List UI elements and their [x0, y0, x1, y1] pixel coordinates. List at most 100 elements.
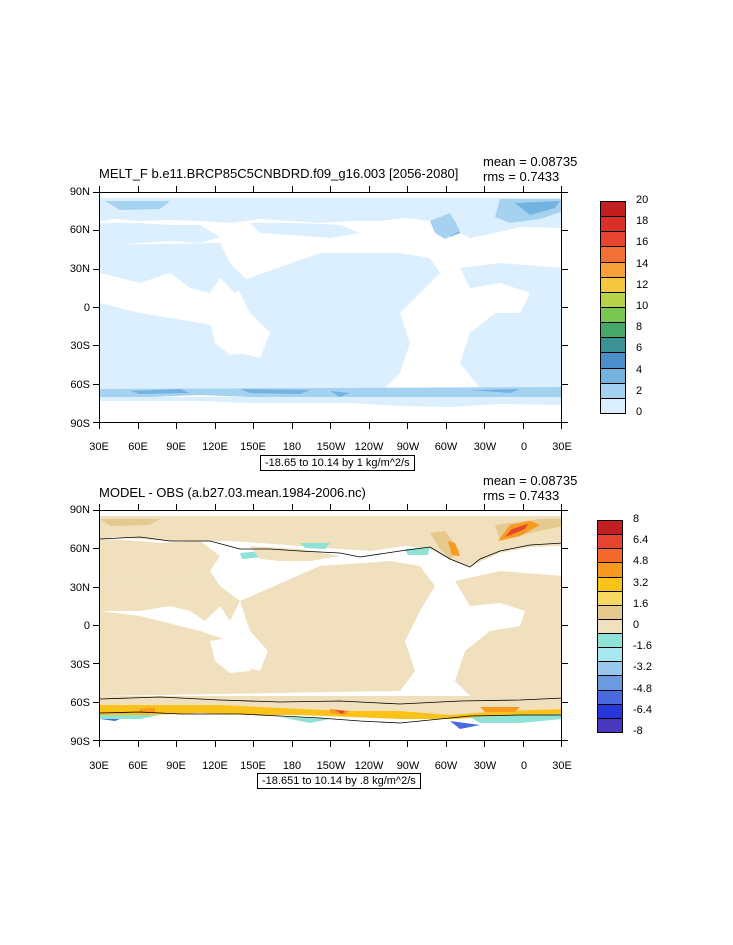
axis-tick: [330, 186, 331, 192]
arctic-ice-mid: [105, 199, 561, 223]
contour-line: [100, 536, 561, 568]
axis-tick: [99, 741, 100, 747]
lat-label: 90S: [70, 736, 90, 748]
axis-tick: [445, 504, 447, 510]
colorbar-cell: [597, 647, 623, 663]
axis-tick: [93, 740, 99, 741]
lon-label: 150W: [316, 760, 346, 772]
map-svg: [100, 193, 561, 422]
map-plot: [99, 192, 562, 423]
colorbar-label: -1.6: [633, 640, 652, 653]
axis-tick: [368, 423, 370, 429]
lat-label: 60N: [69, 543, 90, 555]
axis-tick: [562, 586, 568, 588]
map-svg: [100, 511, 561, 740]
axis-tick: [291, 186, 293, 192]
colorbar-cell: [600, 382, 626, 399]
rms-stat: rms = 0.7433: [483, 169, 560, 184]
axis-tick: [407, 504, 408, 510]
colorbar-cell: [597, 534, 623, 550]
lon-label: 120E: [202, 760, 228, 772]
antarctic-diff-cyan: [100, 714, 561, 723]
colorbar-label: 6: [636, 342, 643, 355]
colorbar-cell: [600, 276, 626, 293]
axis-tick: [562, 701, 568, 703]
axis-tick: [253, 504, 254, 510]
colorbar-cell: [597, 562, 623, 578]
axis-tick: [445, 741, 447, 747]
colorbar-label: 12: [636, 278, 649, 291]
lat-label: 90S: [70, 418, 90, 430]
lon-label: 180: [282, 760, 302, 772]
lat-label: 30S: [70, 340, 90, 352]
lon-label: 150W: [316, 441, 346, 453]
range-label: -18.651 to 10.14 by .8 kg/m^2/s: [257, 773, 421, 789]
axis-tick: [330, 504, 331, 510]
colorbar-label: -6.4: [633, 703, 652, 716]
arctic-diff-orange: [100, 519, 561, 559]
axis-tick: [214, 423, 216, 429]
rms-stat: rms = 0.7433: [483, 488, 560, 503]
axis-tick: [484, 504, 485, 510]
axis-tick: [368, 741, 370, 747]
axis-tick: [214, 504, 216, 510]
axis-tick: [522, 186, 524, 192]
lat-label: 30S: [70, 659, 90, 671]
axis-tick: [93, 230, 99, 232]
antarctic-ice-dark: [130, 389, 520, 401]
axis-tick: [99, 504, 100, 510]
axis-tick: [562, 345, 568, 347]
colorbar-cell: [597, 633, 623, 649]
lat-label: 0: [83, 620, 90, 632]
colorbar-cell: [597, 618, 623, 635]
greenland-ice: [430, 213, 460, 239]
axis-tick: [253, 741, 254, 747]
axis-tick: [93, 701, 99, 703]
axis-tick: [137, 504, 139, 510]
lat-label: 30N: [69, 263, 90, 275]
lat-label: 90N: [69, 186, 90, 198]
map-plot: [99, 510, 562, 741]
axis-tick: [176, 504, 177, 510]
axis-tick: [93, 510, 99, 511]
colorbar-label: -4.8: [633, 682, 652, 695]
lon-label: 150E: [240, 441, 266, 453]
colorbar-label: 14: [636, 257, 649, 270]
colorbar-cell: [600, 201, 626, 218]
lon-label: 30E: [552, 441, 572, 453]
axis-tick: [522, 423, 524, 429]
colorbar-label: 8: [636, 321, 643, 334]
axis-tick: [562, 268, 568, 270]
lon-label: 90E: [166, 441, 186, 453]
lat-label: 60N: [69, 224, 90, 236]
colorbar-cell: [597, 703, 623, 719]
axis-tick: [330, 423, 331, 429]
axis-tick: [522, 504, 524, 510]
axis-tick: [562, 548, 568, 550]
axis-tick: [93, 422, 99, 423]
colorbar-cell: [597, 675, 623, 691]
colorbar-cell: [600, 261, 626, 278]
axis-tick: [407, 423, 408, 429]
axis-tick: [407, 741, 408, 747]
axis-tick: [562, 422, 568, 423]
axis-tick: [93, 663, 99, 665]
axis-tick: [562, 192, 568, 193]
colorbar-cell: [597, 689, 623, 705]
ocean-shading: [100, 243, 250, 293]
ocean-diff: [100, 571, 240, 621]
lat-label: 60S: [70, 697, 90, 709]
antarctic-diff: [100, 696, 561, 716]
axis-tick: [562, 625, 568, 626]
axis-tick: [407, 186, 408, 192]
lon-label: 120E: [202, 441, 228, 453]
axis-tick: [562, 307, 568, 308]
colorbar-cell: [600, 307, 626, 324]
axis-tick: [99, 423, 100, 429]
axis-tick: [137, 423, 139, 429]
colorbar-label: 10: [636, 300, 649, 312]
axis-tick: [445, 186, 447, 192]
axis-tick: [291, 423, 293, 429]
lon-label: 30E: [552, 760, 572, 772]
panel-title: MODEL - OBS (a.b27.03.mean.1984-2006.nc): [99, 485, 366, 500]
